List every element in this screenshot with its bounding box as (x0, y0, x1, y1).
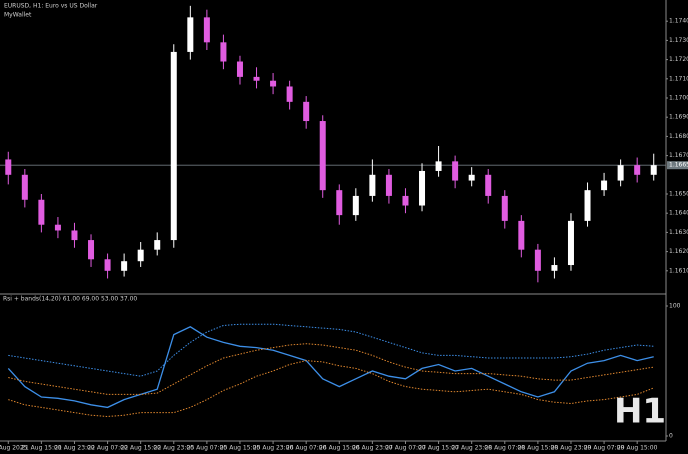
y-tick-label: 0 (669, 433, 673, 440)
candle-body (121, 261, 128, 271)
indicator-line (8, 343, 654, 395)
x-tick-label: 28 Aug 07:00 (485, 445, 526, 452)
y-tick-label: 1.16500 (669, 191, 688, 198)
x-tick-label: 27 Aug 07:00 (385, 445, 426, 452)
x-tick-label: 25 Aug 23:00 (253, 445, 294, 452)
candle-body (435, 161, 442, 171)
candle-body (88, 240, 95, 260)
candle-body (567, 220, 574, 266)
y-tick-label: 1.17400 (669, 18, 688, 25)
indicator-title: Rsi + bands(14,20) 61.00 69.00 53.00 37.… (3, 296, 137, 303)
candle-body (137, 249, 144, 262)
x-tick-label: 25 Aug 15:00 (220, 445, 261, 452)
y-tick-label: 1.17200 (669, 56, 688, 63)
x-tick-label: 21 Aug 23:00 (54, 445, 95, 452)
timeframe-watermark: H1 (614, 392, 666, 432)
x-tick-label: 22 Aug 23:00 (154, 445, 195, 452)
candle-body (485, 174, 492, 196)
candle-body (369, 174, 376, 196)
candle-body (203, 17, 210, 43)
candle-body (21, 174, 28, 200)
candle-body (71, 230, 78, 241)
candle-body (319, 121, 326, 191)
indicator-line (8, 323, 654, 377)
candle-body (170, 51, 177, 241)
chart-title: EURUSD, H1: Euro vs US Dollar (4, 3, 98, 10)
x-tick-label: 27 Aug 23:00 (451, 445, 492, 452)
y-tick-label: 100 (669, 303, 681, 310)
candle-body (253, 76, 260, 81)
candle-body (402, 195, 409, 206)
candle-body (286, 86, 293, 102)
x-tick-label: 26 Aug 23:00 (352, 445, 393, 452)
candle-body (154, 240, 161, 250)
candle-body (270, 80, 277, 87)
y-tick-label: 1.16100 (669, 267, 688, 274)
current-price-box (667, 161, 688, 170)
candle-body (551, 265, 558, 271)
y-tick-label: 1.17000 (669, 95, 688, 102)
y-tick-label: 1.16700 (669, 152, 688, 159)
candle-body (38, 199, 45, 225)
y-tick-label: 1.16300 (669, 229, 688, 236)
candle-body (220, 42, 227, 62)
x-tick-label: 29 Aug 07:00 (584, 445, 625, 452)
candle-body (601, 180, 608, 191)
x-tick-label: 27 Aug 15:00 (418, 445, 459, 452)
candle-body (617, 165, 624, 181)
x-tick-label: 28 Aug 15:00 (518, 445, 559, 452)
candle-body (650, 165, 657, 175)
y-tick-label: 1.16900 (669, 114, 688, 121)
candle-body (54, 224, 61, 231)
candle-body (534, 249, 541, 271)
candle-body (419, 170, 426, 206)
candle-body (385, 174, 392, 196)
x-tick-label: 28 Aug 23:00 (551, 445, 592, 452)
candle-body (104, 259, 111, 271)
x-tick-label: 29 Aug 15:00 (617, 445, 658, 452)
candle-body (187, 17, 194, 52)
chart-subtitle: MyWallet (4, 12, 32, 19)
y-tick-label: 1.16200 (669, 248, 688, 255)
current-price-label: 1.16650 (669, 162, 688, 169)
candle-body (5, 159, 12, 175)
y-tick-label: 1.17300 (669, 37, 688, 44)
candle-body (352, 195, 359, 216)
x-tick-label: 21 Aug 15:00 (21, 445, 62, 452)
x-tick-label: 22 Aug 15:00 (120, 445, 161, 452)
candle-body (452, 161, 459, 181)
x-tick-label: 26 Aug 15:00 (319, 445, 360, 452)
x-tick-label: 25 Aug 07:00 (187, 445, 228, 452)
y-tick-label: 1.16800 (669, 133, 688, 140)
candle-body (336, 190, 343, 216)
indicator-line (8, 360, 654, 418)
candle-body (584, 190, 591, 221)
candle-body (501, 195, 508, 221)
candle-body (303, 101, 310, 122)
candle-body (634, 165, 641, 175)
y-tick-label: 1.16400 (669, 210, 688, 217)
x-tick-label: 21 Aug 2025 (0, 445, 28, 452)
candle-body (518, 220, 525, 250)
candle-body (236, 61, 243, 77)
candle-body (468, 174, 475, 181)
indicator-line (7, 326, 654, 409)
x-tick-label: 22 Aug 07:00 (87, 445, 128, 452)
x-tick-label: 26 Aug 07:00 (286, 445, 327, 452)
y-tick-label: 1.17100 (669, 75, 688, 82)
